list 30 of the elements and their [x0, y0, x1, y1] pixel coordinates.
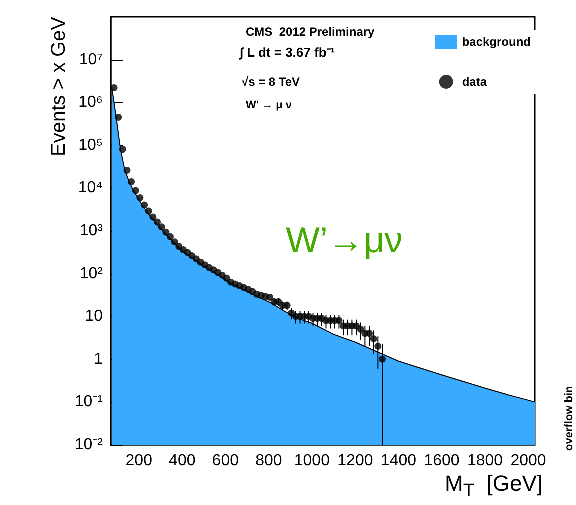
x-tick-label: 1400: [380, 452, 417, 470]
annotation: √s = 8 TeV: [242, 75, 300, 89]
annotation: ∫ L dt = 3.67 fb⁻¹: [239, 45, 336, 60]
x-tick-label: 400: [169, 452, 196, 470]
y-tick-label: 1: [94, 350, 104, 368]
y-axis-title: Events > x GeV: [48, 16, 70, 157]
x-tick-label: 1800: [467, 452, 504, 470]
legend-label: data: [462, 75, 488, 89]
x-tick-label: 1000: [294, 452, 330, 470]
y-tick-label: 10⁻²: [74, 436, 104, 454]
y-tick-label: 10⁶: [78, 94, 103, 112]
y-tick-label: 10³: [80, 222, 104, 240]
x-tick-label: 800: [256, 452, 282, 470]
y-tick-label: 10²: [80, 265, 104, 282]
x-tick-label: 600: [212, 452, 240, 470]
x-tick-label: 200: [126, 452, 153, 470]
y-tick-label: 10⁻¹: [74, 394, 103, 411]
y-tick-label: 10⁴: [78, 180, 104, 197]
annotation: CMS 2012 Preliminary: [246, 25, 376, 39]
y-tick-label: 10⁵: [78, 136, 103, 154]
x-axis-title: M$_{T}$ [GeV]: [444, 471, 543, 502]
x-tick-label: 1200: [338, 452, 374, 470]
x-tick-label: 2000: [510, 452, 546, 470]
y-tick-label: 10⁷: [79, 51, 104, 68]
annotation: W’→μν: [286, 220, 403, 260]
text: overflow bin: [564, 386, 576, 451]
x-tick-label: 1600: [424, 452, 460, 470]
legend-label: background: [462, 35, 531, 49]
y-tick-label: 10: [85, 308, 104, 326]
annotation: W' → μ ν: [246, 100, 292, 112]
